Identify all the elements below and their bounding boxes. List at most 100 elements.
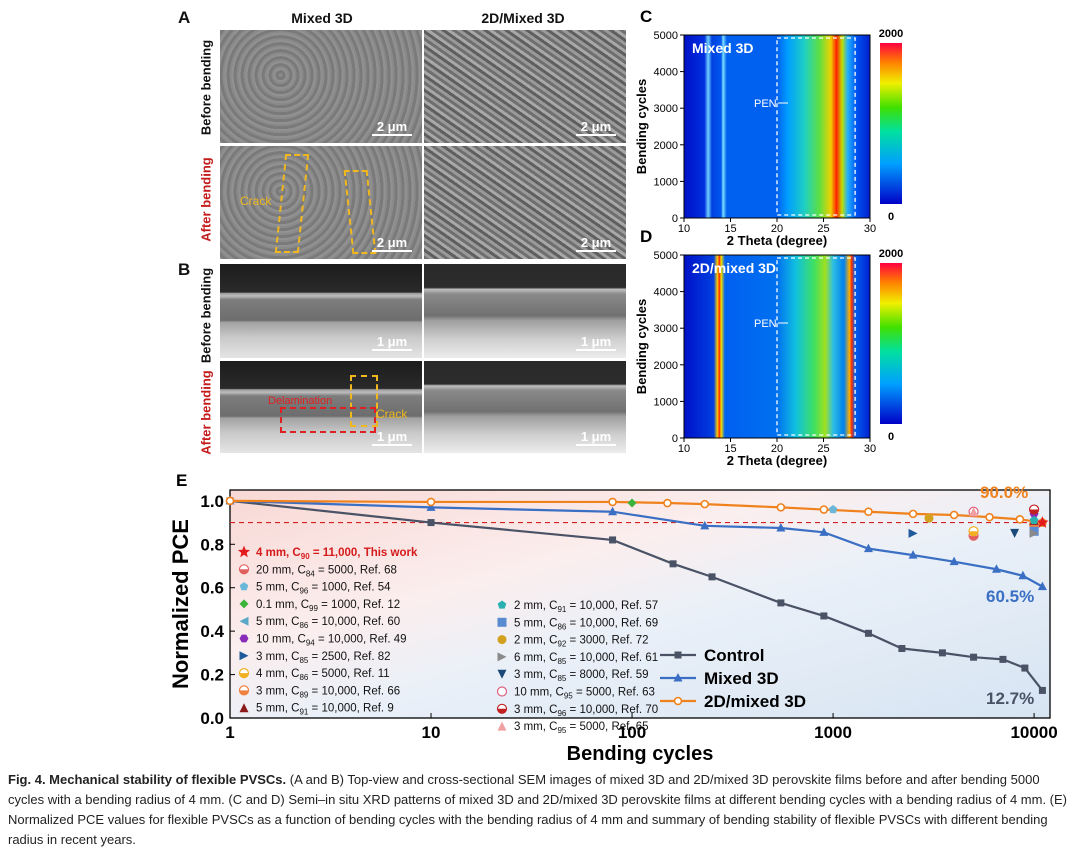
y-tick-label: 3000 (654, 103, 678, 115)
legend-marker (673, 673, 683, 682)
data-point (1021, 664, 1029, 672)
data-point (949, 510, 959, 520)
legend-entry: 5 mm, C86 = 10,000, Ref. 69 (514, 617, 658, 631)
x-tick-label: 100 (618, 723, 646, 742)
y-tick-label: 1.0 (200, 492, 224, 511)
data-point (1037, 581, 1047, 591)
data-point (427, 519, 435, 527)
y-axis-title: Normalized PCE (168, 519, 193, 689)
data-point (1015, 515, 1025, 524)
legend-marker (497, 617, 507, 627)
row-label-before: Before bending (198, 39, 214, 136)
panel-e-letter: E (176, 471, 187, 490)
data-point (669, 560, 677, 568)
ref-marker (969, 531, 979, 536)
end-label-control: 12.7% (986, 689, 1034, 708)
delamination-label: Delamination (268, 395, 333, 407)
legend-marker (497, 635, 507, 645)
data-point (700, 499, 710, 509)
scale-label: 1 μm (376, 334, 408, 349)
data-point (999, 655, 1007, 663)
legend-marker (239, 703, 249, 713)
legend-entry: 5 mm, C96 = 1000, Ref. 54 (256, 582, 391, 596)
panel-letter: D (640, 227, 652, 246)
y-tick-label: 2000 (654, 360, 678, 372)
sem-a-mixed-after: Crack 2 μm (220, 146, 422, 259)
legend-entry: 5 mm, C91 = 10,000, Ref. 9 (256, 703, 394, 717)
legend-marker (239, 616, 249, 626)
scale-label: 2 μm (376, 119, 408, 134)
data-point (608, 506, 618, 516)
series-line (229, 499, 1043, 588)
legend-entry: 4 mm, C86 = 5000, Ref. 11 (256, 668, 390, 682)
sem-b-mixed-after: Delamination Crack 1 μm (220, 361, 422, 453)
y-tick-label: 4000 (654, 287, 678, 299)
caption-title: Fig. 4. Mechanical stability of flexible… (8, 772, 287, 787)
sem-b-2d-after: 1 μm (424, 361, 626, 453)
data-point (609, 536, 617, 544)
data-point (1038, 686, 1046, 694)
y-tick-label: 4000 (654, 67, 678, 79)
x-tick-label: 10 (678, 443, 690, 455)
ref-marker (908, 528, 918, 538)
data-point (949, 556, 959, 566)
dashed-region (776, 37, 856, 216)
legend-entry: 20 mm, C84 = 5000, Ref. 68 (256, 564, 397, 578)
y-tick-label: 0.4 (200, 622, 224, 641)
ref-marker (1010, 528, 1020, 538)
y-axis-title: Bending cycles (634, 299, 649, 394)
legend-marker (497, 721, 507, 731)
ref-marker (1029, 515, 1039, 525)
y-tick-label: 5000 (654, 250, 678, 262)
row-label-after-b: After bending (198, 370, 214, 455)
crack-label: Crack (376, 407, 408, 421)
ref-marker (969, 507, 979, 517)
y-axis-title: Bending cycles (634, 79, 649, 174)
end-label-twod: 90.0% (980, 483, 1028, 502)
x-axis-title: 2 Theta (degree) (727, 233, 827, 248)
legend-marker (239, 582, 249, 591)
series-line (229, 499, 1044, 692)
y-tick-label: 0.8 (200, 535, 224, 554)
y-tick-label: 1000 (654, 396, 678, 408)
data-point (426, 502, 436, 511)
ref-marker (1036, 516, 1049, 528)
legend-entry: 3 mm, C85 = 8000, Ref. 59 (514, 669, 649, 683)
legend-marker (237, 545, 251, 558)
heatmap-title: Mixed 3D (692, 40, 753, 56)
delamination-box (280, 407, 376, 433)
sem-a-mixed-before: 2 μm (220, 30, 422, 143)
scale-label: 2 μm (376, 235, 408, 250)
legend-marker (497, 600, 507, 609)
y-tick-label: 0.0 (200, 709, 224, 728)
crack-box (350, 375, 378, 427)
x-tick-label: 30 (864, 223, 876, 235)
data-point (819, 505, 829, 514)
scale-label: 1 μm (376, 429, 408, 444)
colorbar-min: 0 (888, 211, 894, 223)
data-point (426, 497, 436, 507)
legend-entry: 0.1 mm, C99 = 1000, Ref. 12 (256, 599, 400, 613)
y-tick-label: 3000 (654, 323, 678, 335)
legend-marker (239, 569, 249, 574)
scale-label: 2 μm (580, 235, 612, 250)
colorbar (880, 263, 902, 424)
legend-entry: 3 mm, C96 = 10,000, Ref. 70 (514, 704, 658, 718)
y-tick-label: 0.6 (200, 579, 224, 598)
panel-b-letter: B (178, 260, 191, 279)
x-tick-label: 15 (724, 443, 736, 455)
panel-letter: C (640, 7, 652, 26)
data-point (898, 645, 906, 653)
x-tick-label: 30 (864, 443, 876, 455)
legend-marker (239, 651, 249, 661)
legend-entry: 3 mm, C85 = 2500, Ref. 82 (256, 651, 391, 665)
ref-marker (924, 513, 934, 523)
end-label-mixed: 60.5% (986, 587, 1034, 606)
legend-entry: 3 mm, C95 = 5000, Ref. 65 (514, 721, 649, 735)
sem-b-mixed-before: 1 μm (220, 264, 422, 358)
ref-marker (969, 535, 979, 541)
panel-a-letter: A (178, 8, 191, 27)
legend-marker (239, 634, 249, 643)
legend-marker (497, 669, 507, 679)
legend-marker (239, 690, 249, 695)
